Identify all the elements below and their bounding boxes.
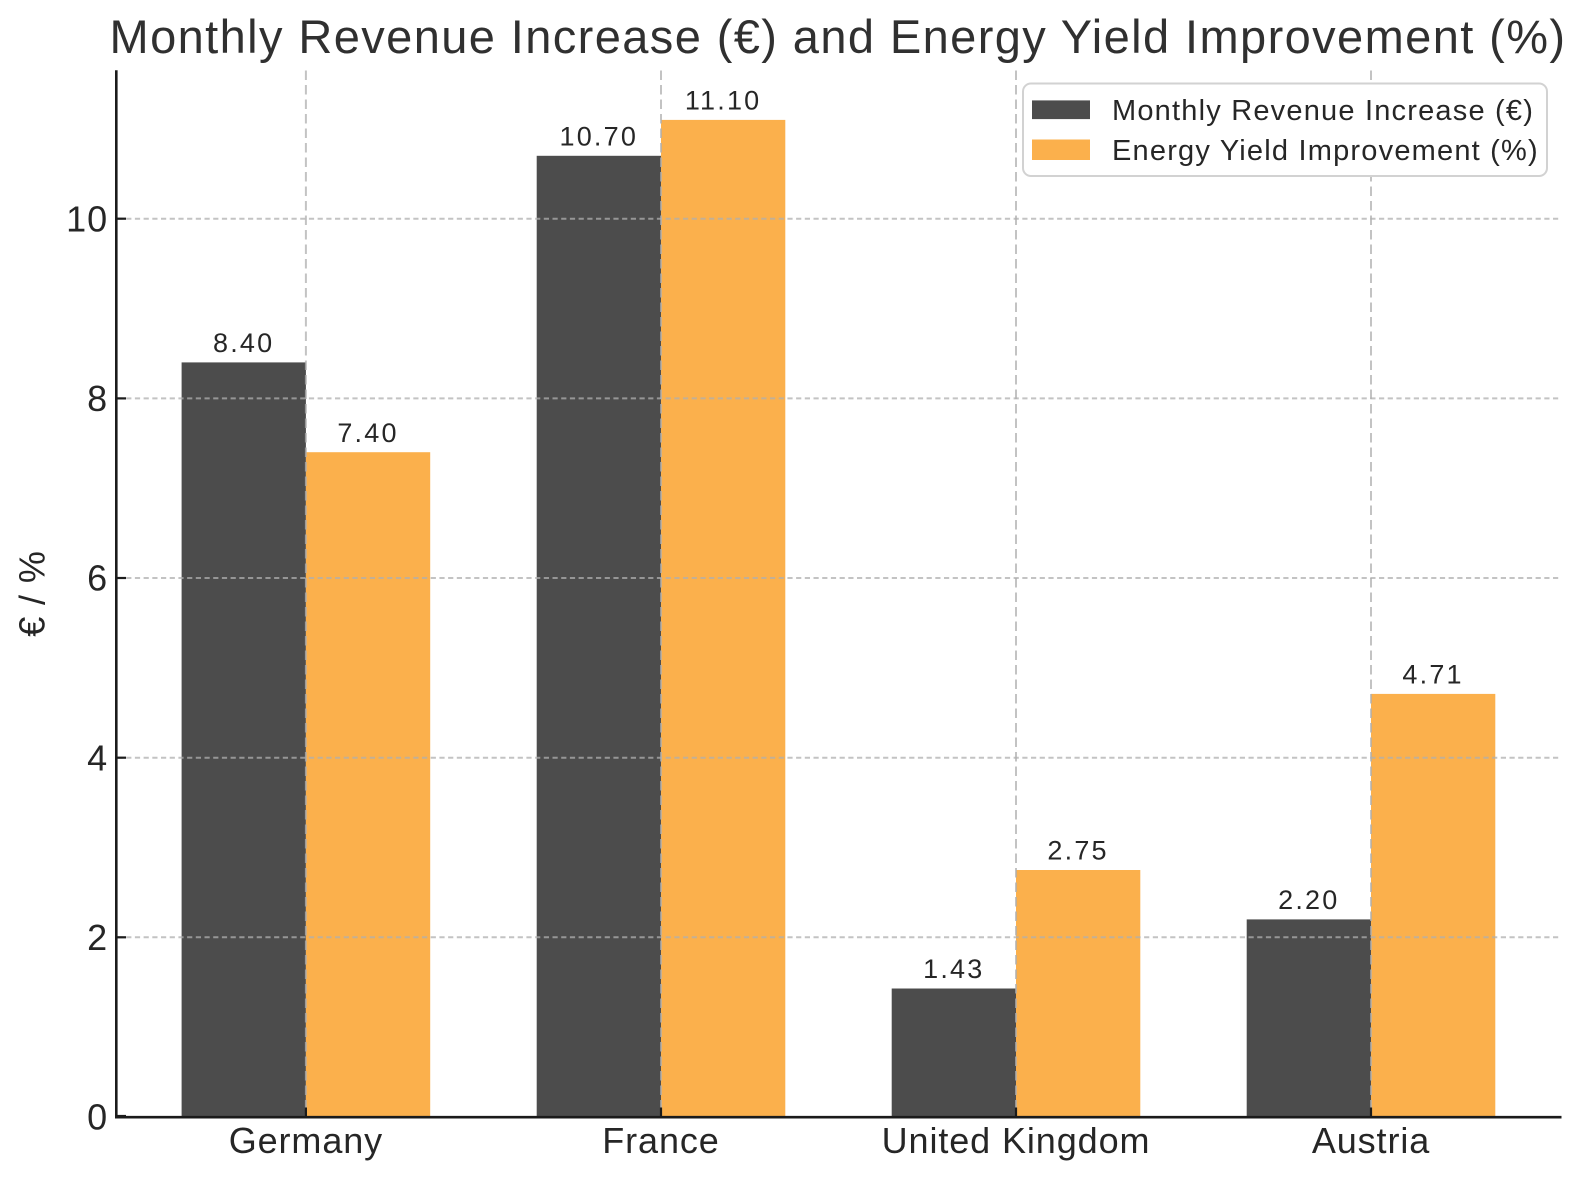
svg-text:10: 10 [66,198,108,239]
svg-text:Monthly Revenue Increase (€): Monthly Revenue Increase (€) [1112,95,1534,127]
svg-text:1.43: 1.43 [923,954,984,984]
svg-text:6: 6 [87,558,108,599]
svg-text:4.71: 4.71 [1402,660,1463,690]
svg-text:United Kingdom: United Kingdom [882,1120,1151,1161]
svg-text:Germany: Germany [229,1120,383,1161]
svg-text:0: 0 [87,1097,108,1138]
svg-text:Energy Yield Improvement (%): Energy Yield Improvement (%) [1112,135,1539,167]
svg-text:€ / %: € / % [12,550,53,637]
svg-text:2.75: 2.75 [1047,836,1108,866]
svg-text:8: 8 [87,378,108,419]
svg-text:8.40: 8.40 [213,328,274,358]
svg-text:4: 4 [87,737,108,778]
svg-text:10.70: 10.70 [560,121,639,151]
svg-text:2: 2 [87,917,108,958]
svg-text:Monthly Revenue Increase (€) a: Monthly Revenue Increase (€) and Energy … [110,10,1567,63]
svg-text:2.20: 2.20 [1278,885,1339,915]
svg-text:Austria: Austria [1312,1120,1430,1161]
svg-text:France: France [602,1120,719,1161]
svg-text:11.10: 11.10 [685,86,762,116]
svg-text:7.40: 7.40 [337,418,398,448]
